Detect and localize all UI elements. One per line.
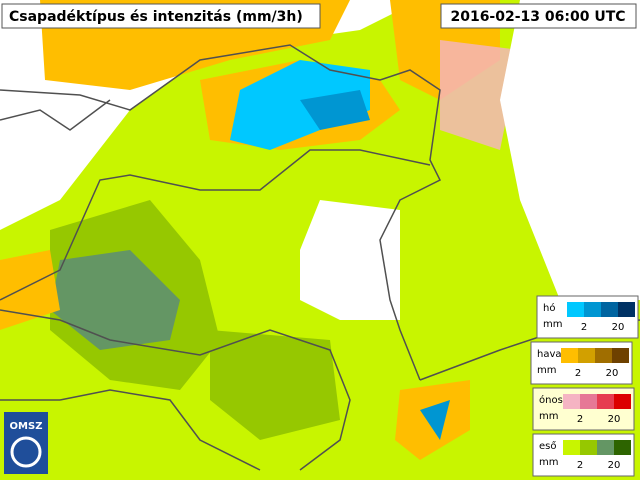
borders [0, 44, 640, 471]
map-title: Csapadéktípus és intenzitás (mm/3h) [9, 9, 303, 25]
legend-swatch [601, 302, 618, 317]
legend-low: 2 [575, 368, 581, 379]
legend-unit: mm [539, 457, 558, 468]
legend-unit: mm [543, 319, 562, 330]
legend-block: eső mm 2 20 [532, 433, 635, 477]
legend-label: eső [539, 440, 556, 452]
legend-unit: mm [539, 411, 558, 422]
legend-unit: mm [537, 365, 556, 376]
legend-swatch [597, 394, 614, 409]
legend-swatch [618, 302, 635, 317]
legend-swatch [580, 394, 597, 409]
legend-low: 2 [577, 414, 583, 425]
legend-block: hó mm 2 20 [536, 295, 639, 339]
legend-swatch [614, 394, 631, 409]
legend-swatch [595, 348, 612, 363]
legend-label: ónos [539, 394, 563, 406]
title-box: Csapadéktípus és intenzitás (mm/3h) [1, 3, 321, 29]
legend-swatch [612, 348, 629, 363]
legend-label: havas [537, 349, 567, 360]
legend-high: 20 [606, 368, 619, 379]
legend-low: 2 [577, 460, 583, 471]
legend: hó mm 2 20 havas mm 2 20 ónos mm 2 20 eső mm 2 20 [530, 295, 639, 477]
logo-text: OMSZ [10, 421, 43, 432]
legend-label: hó [543, 302, 555, 314]
legend-high: 20 [608, 414, 621, 425]
legend-block: havas mm 2 20 [530, 341, 633, 385]
legend-swatch [561, 348, 578, 363]
legend-swatch [580, 440, 597, 455]
timestamp-box: 2016-02-13 06:00 UTC [440, 3, 637, 29]
timestamp: 2016-02-13 06:00 UTC [450, 9, 625, 25]
legend-swatch [578, 348, 595, 363]
legend-swatch [563, 440, 580, 455]
legend-swatch [563, 394, 580, 409]
legend-block: ónos mm 2 20 [532, 387, 635, 431]
legend-swatch [614, 440, 631, 455]
legend-swatch [584, 302, 601, 317]
legend-low: 2 [581, 322, 587, 333]
legend-swatch [597, 440, 614, 455]
logo: OMSZ [4, 412, 48, 474]
legend-high: 20 [608, 460, 621, 471]
legend-swatch [567, 302, 584, 317]
legend-high: 20 [612, 322, 625, 333]
